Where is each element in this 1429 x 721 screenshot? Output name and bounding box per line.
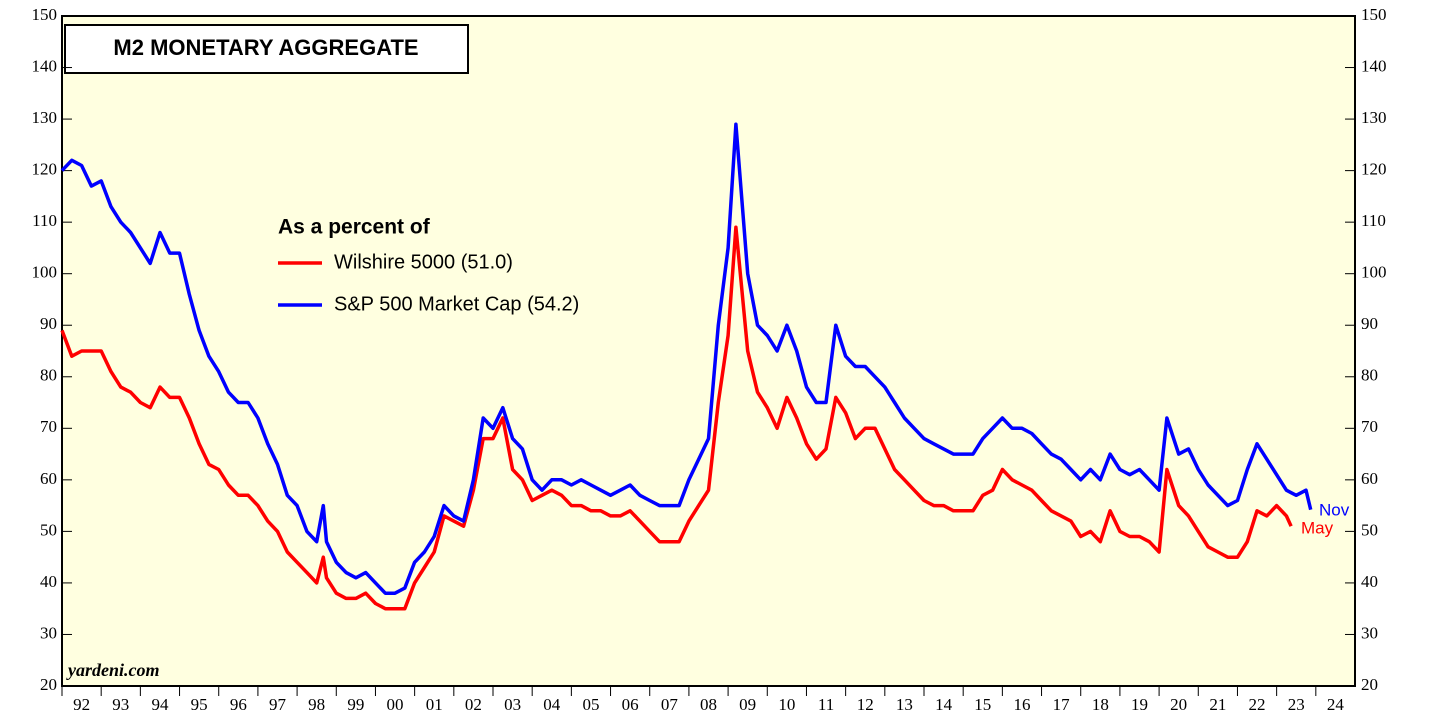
y-tick-label: 60 bbox=[1361, 469, 1378, 488]
x-tick-label: 23 bbox=[1288, 695, 1305, 714]
y-tick-label: 140 bbox=[1361, 56, 1387, 75]
y-tick-label: 50 bbox=[40, 520, 57, 539]
x-tick-label: 08 bbox=[700, 695, 717, 714]
y-tick-label: 60 bbox=[40, 469, 57, 488]
x-tick-label: 24 bbox=[1327, 695, 1345, 714]
x-tick-label: 12 bbox=[857, 695, 874, 714]
y-tick-label: 90 bbox=[40, 314, 57, 333]
x-tick-label: 01 bbox=[426, 695, 443, 714]
y-tick-label: 110 bbox=[32, 211, 57, 230]
line bbox=[60, 122, 1313, 595]
y-tick-label: 40 bbox=[1361, 572, 1378, 591]
x-tick-label: 10 bbox=[778, 695, 795, 714]
y-tick-label: 120 bbox=[32, 160, 58, 179]
y-tick-label: 90 bbox=[1361, 314, 1378, 333]
y-tick-label: 50 bbox=[1361, 520, 1378, 539]
source: yardeni.com bbox=[66, 660, 160, 680]
x-tick-label: 06 bbox=[622, 695, 639, 714]
x-tick-label: 93 bbox=[112, 695, 129, 714]
x-tick-label: 17 bbox=[1053, 695, 1071, 714]
x-tick-label: 92 bbox=[73, 695, 90, 714]
end-label: May bbox=[1301, 518, 1334, 537]
x-tick-label: 13 bbox=[896, 695, 913, 714]
y-tick-label: 80 bbox=[1361, 366, 1378, 385]
x-tick-label: 09 bbox=[739, 695, 756, 714]
x-tick-label: 22 bbox=[1249, 695, 1266, 714]
y-tick-label: 30 bbox=[40, 623, 57, 642]
x-tick-label: 98 bbox=[308, 695, 325, 714]
y-tick-label: 140 bbox=[32, 56, 58, 75]
x-tick-label: 02 bbox=[465, 695, 482, 714]
y-tick-label: 150 bbox=[1361, 5, 1387, 24]
line bbox=[60, 225, 1293, 611]
end-label: Nov bbox=[1319, 500, 1350, 519]
y-tick-label: 30 bbox=[1361, 623, 1378, 642]
y-tick-label: 70 bbox=[40, 417, 57, 436]
legend-label: S&P 500 Market Cap (54.2) bbox=[334, 293, 579, 315]
y-tick-label: 70 bbox=[1361, 417, 1378, 436]
x-tick-label: 04 bbox=[543, 695, 561, 714]
x-tick-label: 07 bbox=[661, 695, 679, 714]
x-tick-label: 20 bbox=[1170, 695, 1187, 714]
x-tick-label: 16 bbox=[1013, 695, 1030, 714]
x-tick-label: 00 bbox=[387, 695, 404, 714]
x-tick-label: 11 bbox=[818, 695, 834, 714]
x-tick-label: 96 bbox=[230, 695, 247, 714]
legend-label: Wilshire 5000 (51.0) bbox=[334, 251, 513, 273]
y-tick-label: 150 bbox=[32, 5, 58, 24]
x-tick-label: 18 bbox=[1092, 695, 1109, 714]
plot-area bbox=[61, 15, 1356, 687]
x-tick-label: 99 bbox=[347, 695, 364, 714]
y-tick-label: 40 bbox=[40, 572, 57, 591]
title-box bbox=[64, 24, 469, 74]
x-tick-label: 21 bbox=[1209, 695, 1226, 714]
y-tick-label: 80 bbox=[40, 366, 57, 385]
y-tick-label: 110 bbox=[1361, 211, 1386, 230]
legend-title: As a percent of bbox=[278, 216, 431, 239]
x-tick-label: 95 bbox=[191, 695, 208, 714]
x-tick-label: 19 bbox=[1131, 695, 1148, 714]
x-tick-label: 03 bbox=[504, 695, 521, 714]
y-tick-label: 120 bbox=[1361, 160, 1387, 179]
x-tick-label: 97 bbox=[269, 695, 287, 714]
x-tick-label: 05 bbox=[582, 695, 599, 714]
y-tick-label: 130 bbox=[1361, 108, 1387, 127]
y-tick-label: 20 bbox=[40, 675, 57, 694]
y-tick-label: 100 bbox=[32, 263, 58, 282]
chart-title: M2 MONETARY AGGREGATE bbox=[113, 35, 418, 60]
y-tick-label: 100 bbox=[1361, 263, 1387, 282]
y-tick-label: 130 bbox=[32, 108, 58, 127]
x-tick-label: 14 bbox=[935, 695, 953, 714]
x-tick-label: 94 bbox=[151, 695, 169, 714]
y-tick-label: 20 bbox=[1361, 675, 1378, 694]
x-tick-label: 15 bbox=[974, 695, 991, 714]
